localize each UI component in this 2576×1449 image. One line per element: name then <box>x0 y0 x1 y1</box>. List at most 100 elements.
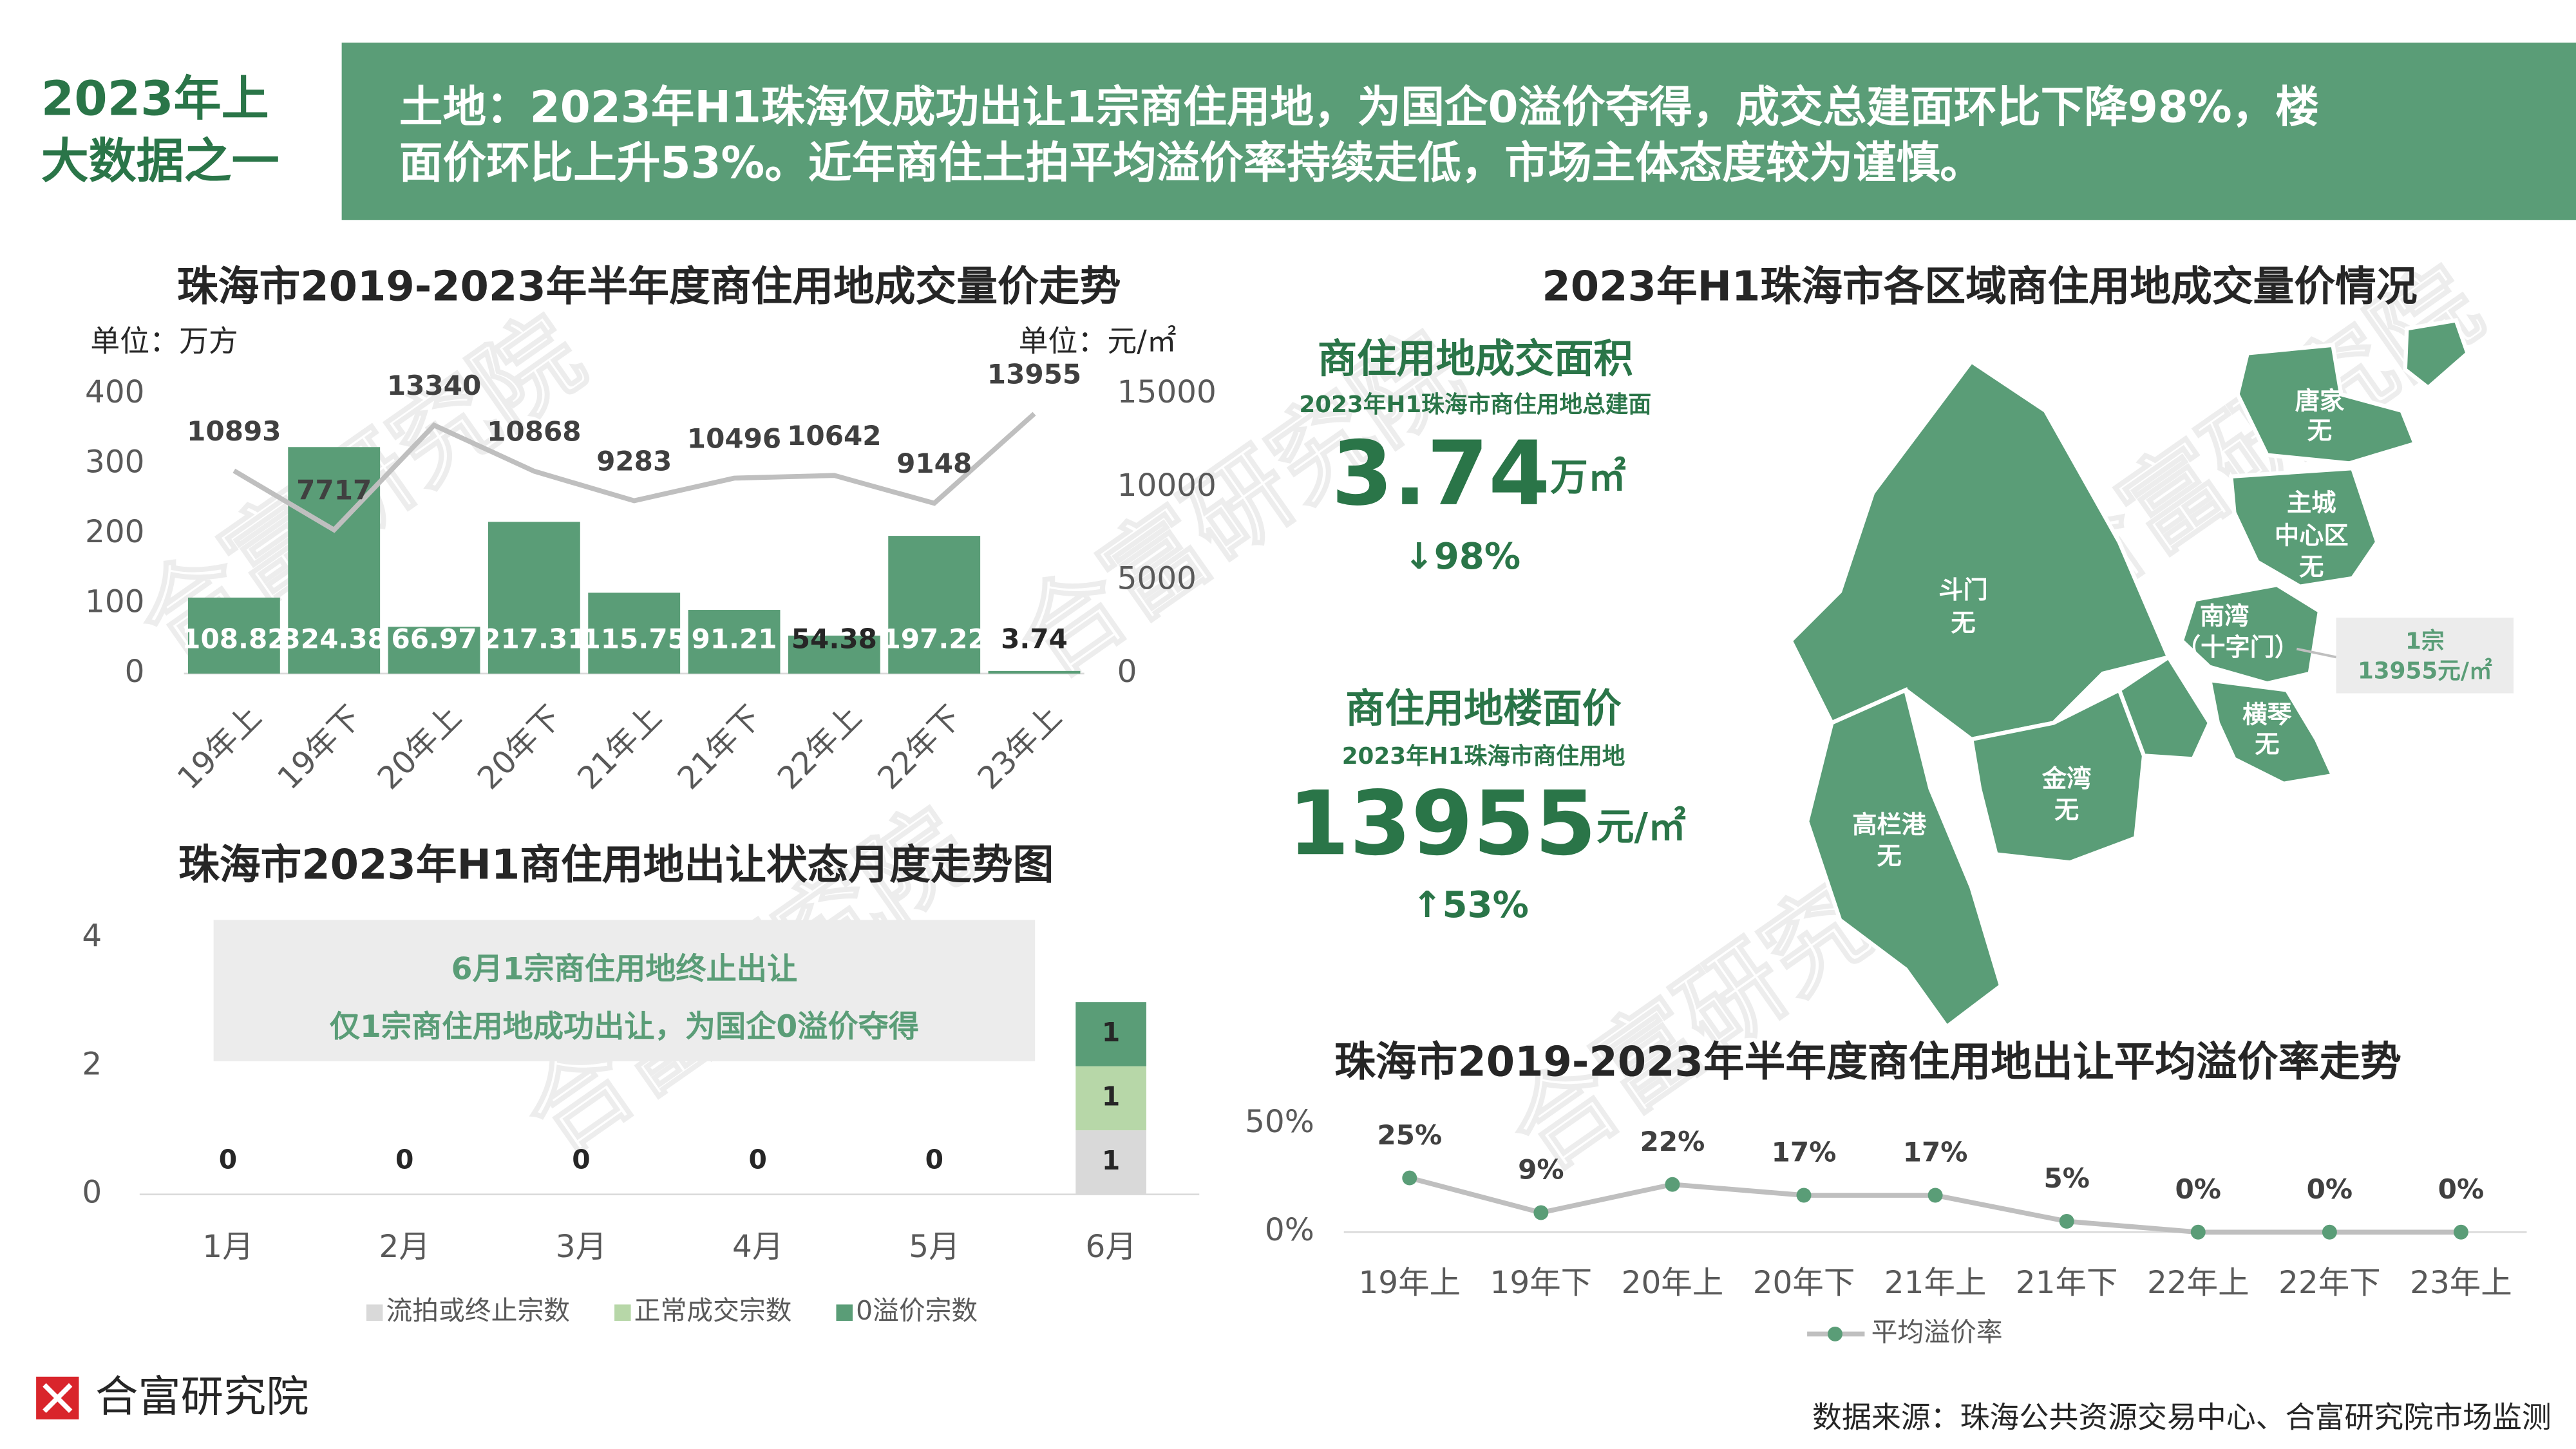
region-status: 无 <box>2299 553 2324 582</box>
kpi-change: ↑53% <box>1412 884 1528 926</box>
x-tick-label: 4月 <box>732 1229 783 1265</box>
point-label: 9% <box>1518 1154 1564 1186</box>
bar <box>288 447 381 674</box>
bar <box>988 670 1081 674</box>
logo-icon <box>36 1376 79 1420</box>
source-note: 数据来源：珠海公共资源交易中心、合富研究院市场监测 <box>1812 1400 2552 1435</box>
line-label: 10868 <box>487 416 581 448</box>
chart-title: 珠海市2019-2023年半年度商住用地成交量价走势 <box>177 263 1121 311</box>
bar <box>488 522 580 674</box>
bar-label: 1 <box>1102 1081 1120 1112</box>
bar-label: 91.21 <box>691 623 777 654</box>
region-name: 唐家 <box>2295 387 2345 416</box>
kpi-unit: 万㎡ <box>1550 455 1626 499</box>
bar <box>1075 1002 1146 1066</box>
x-tick-label: 21年上 <box>1884 1265 1987 1301</box>
point-label: 5% <box>2043 1162 2089 1194</box>
bar-label: 0 <box>395 1144 413 1175</box>
marker <box>2059 1213 2074 1229</box>
bar <box>187 597 280 674</box>
bar-label: 0 <box>219 1144 237 1175</box>
map-region <box>2207 677 2336 786</box>
x-tick-label: 21年下 <box>671 699 769 797</box>
marker <box>1927 1188 1943 1203</box>
bar-label: 217.31 <box>482 623 586 654</box>
callout-text: 1宗 <box>2405 628 2445 654</box>
y-tick-label: 200 <box>85 514 144 550</box>
x-tick-label: 23年上 <box>2410 1265 2512 1301</box>
region-name: 高栏港 <box>1852 811 1927 840</box>
region-name: 金湾 <box>2042 764 2092 793</box>
region-name: 主城 <box>2287 489 2336 518</box>
legend-marker <box>1828 1326 1842 1341</box>
region-status: 无 <box>2255 730 2279 759</box>
x-tick-label: 19年上 <box>171 699 269 797</box>
legend-label: 平均溢价率 <box>1871 1316 2003 1347</box>
bar <box>688 610 781 674</box>
marker <box>1796 1188 1812 1203</box>
axis-unit: 单位：万方 <box>90 324 238 359</box>
region-name: 中心区 <box>2275 522 2349 551</box>
marker <box>1533 1205 1549 1220</box>
headline-banner <box>341 43 2576 220</box>
point-label: 0% <box>2307 1173 2353 1205</box>
x-tick-label: 19年下 <box>270 699 368 797</box>
logo-text: 合富研究院 <box>95 1372 309 1422</box>
line-label: 7717 <box>296 475 372 506</box>
map-region <box>2179 582 2322 686</box>
x-tick-label: 20年上 <box>371 699 469 797</box>
x-tick-label: 20年上 <box>1622 1265 1724 1301</box>
x-tick-label: 22年上 <box>771 699 869 797</box>
section-title: 2023年H1珠海市各区域商住用地成交量价情况 <box>1542 263 2417 311</box>
y2-tick-label: 10000 <box>1117 468 1217 504</box>
y2-tick-label: 15000 <box>1117 374 1217 410</box>
x-tick-label: 23年上 <box>971 699 1069 797</box>
y-tick-label: 2 <box>82 1046 102 1083</box>
legend-swatch <box>836 1304 853 1321</box>
marker <box>2322 1224 2337 1240</box>
y2-tick-label: 5000 <box>1117 560 1197 596</box>
map-region <box>2403 317 2470 391</box>
y2-tick-label: 0 <box>1117 654 1137 690</box>
kpi-value: 13955 <box>1288 772 1596 875</box>
region-status: 无 <box>2054 796 2079 825</box>
bar-label: 324.38 <box>282 623 386 654</box>
region-status: 无 <box>2307 416 2332 445</box>
kpi-title: 商住用地楼面价 <box>1345 686 1622 732</box>
kpi-subtitle: 2023年H1珠海市商住用地总建面 <box>1299 392 1651 418</box>
legend-label: 0溢价宗数 <box>856 1295 978 1326</box>
y-tick-label: 50% <box>1245 1104 1314 1140</box>
chart-title: 珠海市2023年H1商住用地出让状态月度走势图 <box>178 842 1054 889</box>
map-region <box>2116 654 2212 761</box>
marker <box>2190 1224 2206 1240</box>
line-label: 13340 <box>387 370 481 401</box>
callout-connector <box>2296 647 2336 659</box>
line-label: 9283 <box>596 445 672 477</box>
region-name: 斗门 <box>1938 576 1988 605</box>
x-tick-label: 20年下 <box>471 699 569 797</box>
legend-label: 流拍或终止宗数 <box>386 1295 570 1326</box>
bar <box>888 536 981 674</box>
bar-label: 54.38 <box>791 623 877 654</box>
kpi-figure: 13955元/㎡ <box>1288 772 1686 875</box>
y-tick-label: 100 <box>85 584 144 620</box>
region-name: 横琴 <box>2242 701 2292 730</box>
kpi-title: 商住用地成交面积 <box>1318 336 1633 382</box>
region-status: 无 <box>1877 842 1902 871</box>
callout-box <box>2336 618 2514 694</box>
x-tick-label: 2月 <box>379 1229 430 1265</box>
marker <box>1402 1170 1417 1186</box>
x-tick-label: 19年上 <box>1358 1265 1461 1301</box>
legend-swatch <box>366 1304 383 1321</box>
chart-title: 珠海市2019-2023年半年度商住用地出让平均溢价率走势 <box>1334 1039 2401 1086</box>
bar-label: 115.75 <box>582 623 687 654</box>
bar <box>1075 1130 1146 1195</box>
x-tick-label: 20年下 <box>1753 1265 1855 1301</box>
x-tick-label: 19年下 <box>1490 1265 1593 1301</box>
x-tick-label: 21年下 <box>2016 1265 2118 1301</box>
bar-label: 3.74 <box>1001 623 1068 654</box>
x-tick-label: 3月 <box>556 1229 607 1265</box>
point-label: 25% <box>1377 1119 1442 1151</box>
